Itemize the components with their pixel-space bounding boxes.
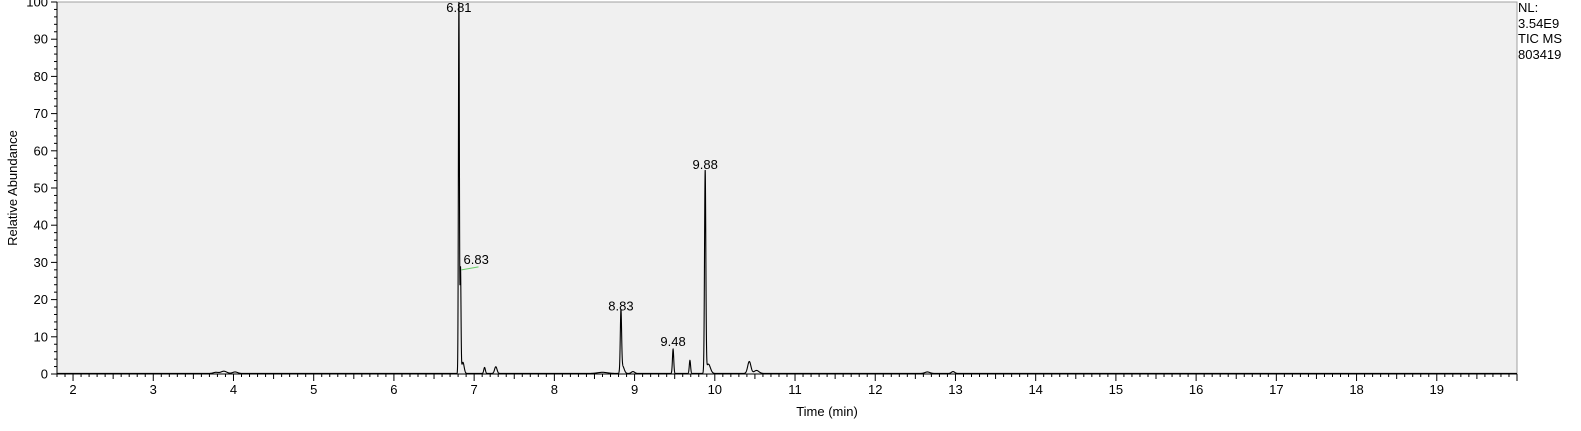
x-tick-label: 3 <box>150 382 157 397</box>
x-axis-title: Time (min) <box>796 404 858 419</box>
x-tick-label: 4 <box>230 382 237 397</box>
x-tick-label: 19 <box>1430 382 1444 397</box>
plot-area <box>56 1 1518 375</box>
nl-value: 3.54E9 <box>1518 15 1560 31</box>
x-tick-label: 10 <box>708 382 722 397</box>
x-tick-label: 15 <box>1109 382 1123 397</box>
x-tick-label: 17 <box>1269 382 1283 397</box>
peak-label: 9.48 <box>660 334 685 349</box>
x-tick-label: 9 <box>631 382 638 397</box>
x-tick-label: 6 <box>390 382 397 397</box>
x-tick-label: 12 <box>868 382 882 397</box>
y-tick-label: 30 <box>34 255 48 270</box>
scan-filter-label: TIC MS <box>1518 31 1563 46</box>
tic-trace-line <box>57 1 1517 374</box>
x-tick-label: 11 <box>788 382 802 397</box>
peak-label: 8.83 <box>608 298 633 313</box>
nl-label: NL: <box>1518 0 1539 15</box>
x-tick-label: 2 <box>69 382 76 397</box>
x-tick-label: 13 <box>948 382 962 397</box>
peak-label: 9.88 <box>693 157 718 172</box>
x-tick-label: 8 <box>551 382 558 397</box>
x-tick-label: 14 <box>1028 382 1042 397</box>
x-tick-label: 7 <box>471 382 478 397</box>
y-tick-label: 90 <box>34 32 48 47</box>
x-tick-label: 16 <box>1189 382 1203 397</box>
y-tick-label: 100 <box>26 0 48 10</box>
y-tick-label: 50 <box>34 181 48 196</box>
y-tick-label: 80 <box>34 69 48 84</box>
y-tick-label: 0 <box>41 367 48 382</box>
peak-label: 6.83 <box>464 252 489 267</box>
x-tick-label: 5 <box>310 382 317 397</box>
side-info-panel: NL: 3.54E9 TIC MS 803419 <box>1518 0 1562 62</box>
y-tick-label: 70 <box>34 106 48 121</box>
y-tick-label: 10 <box>34 329 48 344</box>
peak-label-leader <box>461 266 479 271</box>
y-tick-label: 20 <box>34 292 48 307</box>
peak-label: 6.81 <box>446 0 471 15</box>
y-tick-label: 40 <box>34 218 48 233</box>
x-tick-label: 18 <box>1349 382 1363 397</box>
y-tick-label: 60 <box>34 143 48 158</box>
y-axis-title: Relative Abundance <box>5 130 20 246</box>
sample-id: 803419 <box>1518 46 1562 62</box>
